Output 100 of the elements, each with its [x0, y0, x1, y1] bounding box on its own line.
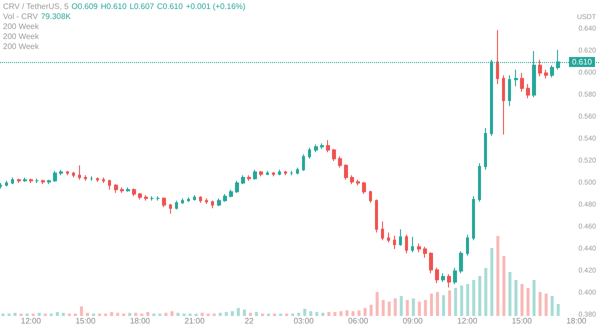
bar [538, 292, 542, 316]
candlestick [308, 147, 311, 160]
candlestick [423, 246, 427, 258]
candlestick [508, 74, 511, 106]
candlestick [23, 177, 27, 182]
candlestick [199, 196, 202, 204]
annotation: 200 Week [3, 32, 39, 41]
candlestick [362, 181, 366, 194]
x-tick-label: 09:00 [402, 316, 424, 326]
bar [164, 312, 168, 316]
candlestick [344, 164, 348, 180]
bar [14, 312, 17, 316]
x-tick-label: 12:00 [20, 316, 42, 326]
bar [556, 304, 560, 316]
bar [520, 284, 524, 316]
x-tick-label: 21:00 [184, 316, 206, 326]
bar [327, 312, 330, 316]
bar [388, 302, 391, 316]
candlestick [187, 196, 190, 202]
candlestick [302, 154, 305, 172]
bar [345, 310, 348, 316]
candlestick [453, 267, 457, 285]
candlestick [369, 190, 372, 204]
candlestick [447, 274, 451, 288]
bar [358, 310, 361, 316]
candlestick [320, 142, 324, 150]
bar [532, 280, 536, 316]
bar [478, 276, 482, 316]
candlestick [338, 156, 342, 168]
bar [502, 256, 506, 316]
text: O0.609 [72, 2, 98, 11]
candlestick [29, 178, 33, 184]
candlestick [11, 177, 14, 185]
bar [170, 311, 174, 316]
ref-line-label: 0.610 [572, 58, 593, 66]
bar [116, 312, 120, 316]
bar [418, 302, 421, 316]
candlestick [138, 192, 142, 200]
bar [370, 304, 373, 316]
bar [230, 311, 234, 316]
candlestick [205, 198, 208, 204]
candlestick [296, 167, 299, 175]
bar [242, 310, 246, 316]
bar [550, 296, 554, 316]
candlestick [350, 174, 354, 185]
x-tick-label: 18:00 [566, 316, 587, 326]
candlestick [41, 179, 45, 185]
candlestick [550, 64, 554, 78]
bar [484, 268, 488, 316]
text: H0.610 [100, 2, 127, 11]
bar [400, 296, 403, 316]
candlestick [417, 243, 421, 253]
candlestick [78, 164, 81, 180]
candlestick [332, 148, 336, 162]
bar [339, 311, 342, 316]
candlestick [429, 252, 433, 274]
candlestick [59, 169, 63, 176]
candlestick [375, 199, 378, 233]
bar [110, 312, 114, 316]
bar [80, 306, 83, 316]
candlestick [17, 178, 21, 184]
bar [315, 312, 318, 316]
candlestick [472, 196, 475, 241]
candlestick [538, 59, 542, 77]
candlestick [247, 174, 251, 182]
candlestick [120, 186, 124, 194]
candlestick [217, 198, 221, 207]
bar [38, 312, 41, 316]
bar [62, 312, 65, 316]
candlestick [72, 172, 75, 178]
candlestick [144, 194, 148, 202]
x-tick-label: 12:00 [457, 316, 478, 326]
x-tick-label: 15:00 [512, 316, 532, 326]
candlestick [96, 177, 99, 182]
bar [254, 312, 258, 316]
text: C0.610 [157, 2, 183, 11]
candlestick [502, 74, 505, 136]
bar [442, 295, 446, 316]
candlestick [156, 196, 160, 202]
candlestick [393, 235, 396, 250]
candlestick [284, 170, 287, 176]
candlestick [496, 30, 499, 84]
candlestick [411, 236, 414, 253]
bar [86, 312, 89, 316]
bar [496, 236, 500, 316]
bar [364, 308, 367, 316]
bar [134, 312, 138, 316]
candlestick [514, 69, 518, 87]
x-tick-label: 15:00 [75, 316, 96, 326]
candlestick [175, 200, 178, 210]
annotation: 200 Week [3, 22, 39, 31]
text: +0.001 (+0.16%) [186, 2, 246, 11]
bar [454, 288, 458, 316]
candlestick [399, 228, 402, 246]
text: Vol - CRV [3, 12, 38, 21]
bar [436, 292, 440, 316]
candlestick [544, 69, 548, 79]
candlestick [108, 179, 111, 190]
bar [297, 312, 300, 316]
candlestick [259, 170, 263, 177]
